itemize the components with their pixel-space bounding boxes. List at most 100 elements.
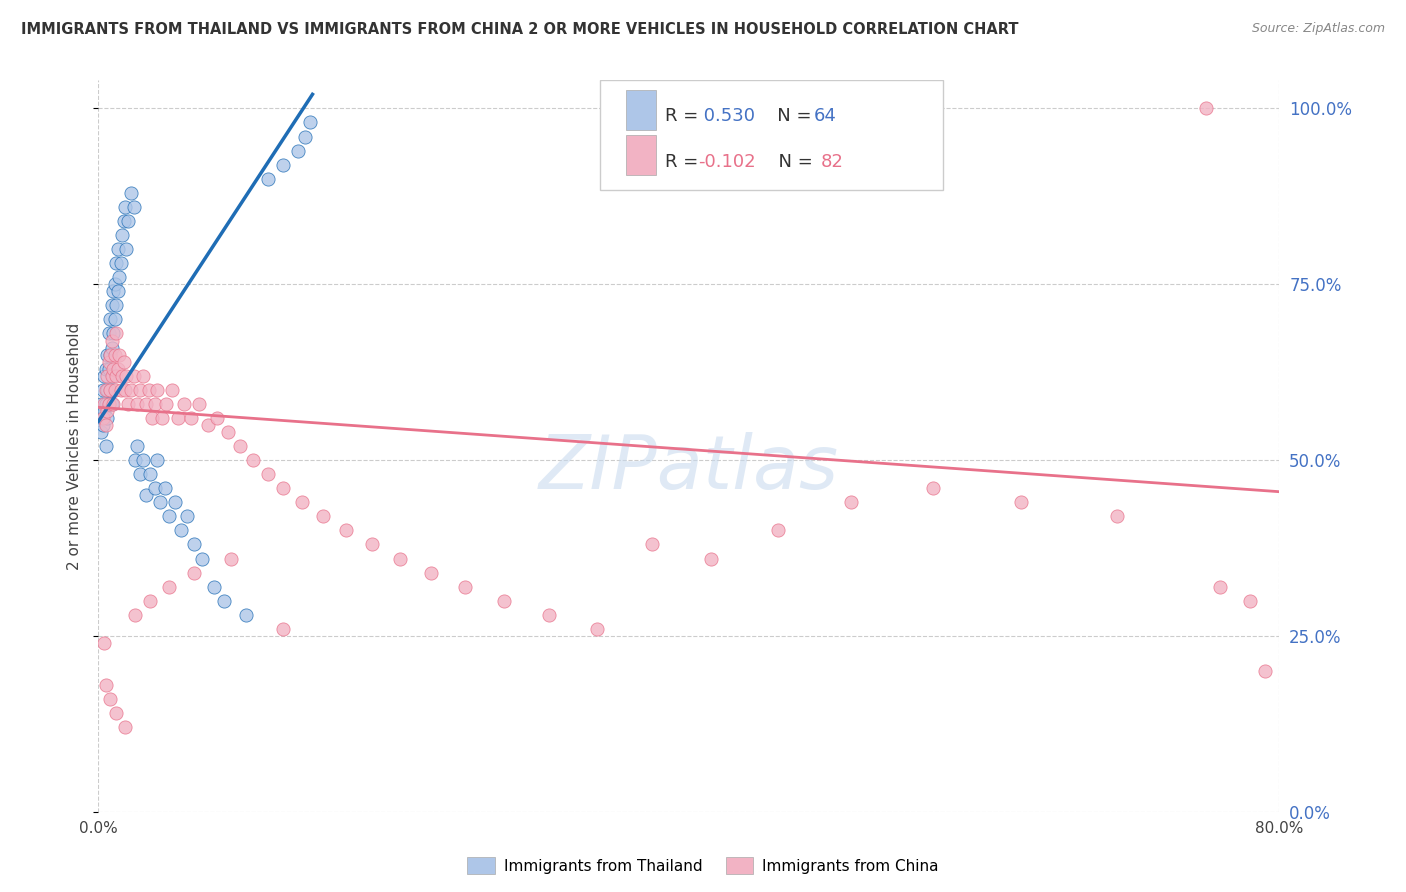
Point <box>146 453 169 467</box>
Point <box>97 397 120 411</box>
Point <box>1254 664 1277 678</box>
Point <box>1195 102 1218 116</box>
Point <box>105 706 128 721</box>
Point <box>139 593 162 607</box>
Point <box>103 397 125 411</box>
Point <box>1010 495 1032 509</box>
Text: -0.102: -0.102 <box>699 153 756 170</box>
Point <box>97 397 120 411</box>
Point <box>107 242 129 256</box>
Point <box>105 326 128 341</box>
Point <box>93 404 115 418</box>
Point <box>97 361 120 376</box>
Text: R =: R = <box>665 153 704 170</box>
Point <box>155 397 177 411</box>
Point <box>100 341 122 355</box>
Point <box>271 622 294 636</box>
Point <box>112 214 135 228</box>
Point <box>143 397 166 411</box>
Point <box>115 368 138 383</box>
Text: 64: 64 <box>814 107 837 125</box>
Point <box>125 439 148 453</box>
Point <box>120 186 142 200</box>
Point <box>287 144 309 158</box>
Point <box>108 270 131 285</box>
Point <box>419 566 441 580</box>
Point <box>205 410 228 425</box>
Point <box>105 368 128 383</box>
Point <box>111 368 134 383</box>
Point <box>291 495 314 509</box>
Point <box>700 551 723 566</box>
Point <box>143 481 166 495</box>
Point <box>98 312 121 326</box>
Point <box>124 607 146 622</box>
Point <box>167 410 190 425</box>
Point <box>94 397 117 411</box>
Text: N =: N = <box>759 107 817 125</box>
Point <box>90 425 112 439</box>
Point <box>100 368 122 383</box>
Point <box>360 537 382 551</box>
Legend: Immigrants from Thailand, Immigrants from China: Immigrants from Thailand, Immigrants fro… <box>461 851 945 880</box>
Point <box>110 383 132 397</box>
Point <box>187 397 209 411</box>
Point <box>217 425 239 439</box>
Point <box>162 383 183 397</box>
Point <box>100 397 122 411</box>
Point <box>114 200 136 214</box>
Point <box>183 566 205 580</box>
Point <box>921 481 943 495</box>
Point <box>96 410 118 425</box>
Point <box>298 115 321 129</box>
Point <box>1209 580 1232 594</box>
Point <box>103 285 125 299</box>
Point <box>104 348 127 362</box>
Point <box>165 495 187 509</box>
Point <box>537 607 560 622</box>
Point <box>94 383 117 397</box>
FancyBboxPatch shape <box>626 90 655 130</box>
Point <box>122 200 145 214</box>
Text: ZIPatlas: ZIPatlas <box>538 432 839 504</box>
FancyBboxPatch shape <box>626 135 655 175</box>
Text: R =: R = <box>665 107 704 125</box>
Point <box>125 397 148 411</box>
Point <box>122 368 145 383</box>
Point <box>108 348 131 362</box>
Point <box>105 256 128 270</box>
Point <box>96 383 118 397</box>
Point <box>312 509 335 524</box>
Point <box>271 158 294 172</box>
Point <box>135 488 157 502</box>
Point <box>90 397 112 411</box>
Point <box>115 242 138 256</box>
Point <box>257 171 280 186</box>
Point <box>93 636 115 650</box>
Point <box>103 326 125 341</box>
Text: N =: N = <box>766 153 818 170</box>
Point <box>89 410 111 425</box>
Point <box>103 368 125 383</box>
Point <box>132 368 155 383</box>
Point <box>98 348 121 362</box>
Point <box>96 404 118 418</box>
Point <box>586 622 609 636</box>
Point <box>1107 509 1129 524</box>
Point <box>94 439 117 453</box>
Point <box>103 361 125 376</box>
Point <box>139 467 162 482</box>
Point <box>173 397 195 411</box>
Point <box>242 453 264 467</box>
Text: Source: ZipAtlas.com: Source: ZipAtlas.com <box>1251 22 1385 36</box>
Point <box>114 720 136 734</box>
Point <box>110 256 132 270</box>
Point <box>257 467 280 482</box>
Point <box>91 410 114 425</box>
Point <box>135 397 157 411</box>
Point <box>112 354 135 368</box>
Point <box>157 509 180 524</box>
Point <box>100 334 122 348</box>
Text: 0.530: 0.530 <box>699 107 755 125</box>
Point <box>153 481 176 495</box>
